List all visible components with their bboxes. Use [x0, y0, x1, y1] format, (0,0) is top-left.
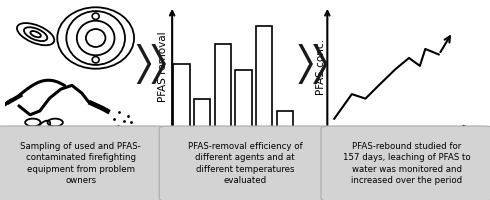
- Bar: [276, 111, 293, 128]
- Bar: [215, 44, 231, 128]
- Bar: [235, 70, 252, 128]
- FancyBboxPatch shape: [321, 126, 490, 200]
- Bar: [256, 26, 272, 128]
- Bar: [173, 64, 190, 128]
- Text: PFAS-removal efficiency of
different agents and at
different temperatures
evalua: PFAS-removal efficiency of different age…: [188, 142, 302, 185]
- Bar: [194, 99, 210, 128]
- FancyBboxPatch shape: [159, 126, 331, 200]
- FancyBboxPatch shape: [0, 126, 167, 200]
- Y-axis label: PFAS conc.: PFAS conc.: [316, 39, 326, 95]
- Polygon shape: [313, 44, 328, 84]
- X-axis label: Treatment agent: Treatment agent: [192, 129, 278, 139]
- Y-axis label: PFAS removal: PFAS removal: [158, 32, 168, 102]
- Polygon shape: [137, 44, 151, 84]
- Text: Sampling of used and PFAS-
contaminated firefighting
equipment from problem
owne: Sampling of used and PFAS- contaminated …: [21, 142, 141, 185]
- Polygon shape: [151, 44, 166, 84]
- Polygon shape: [298, 44, 313, 84]
- Text: PFAS-rebound studied for
157 days, leaching of PFAS to
water was monitored and
i: PFAS-rebound studied for 157 days, leach…: [343, 142, 470, 185]
- X-axis label: Time: Time: [388, 129, 414, 139]
